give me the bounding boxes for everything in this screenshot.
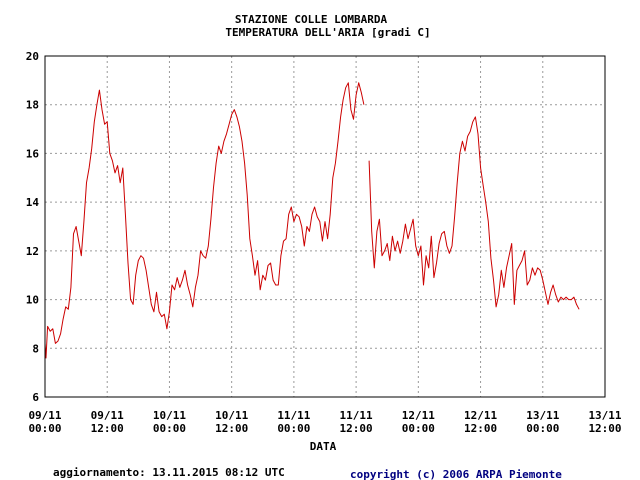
x-tick-date: 09/11 — [28, 409, 61, 422]
x-tick-date: 10/11 — [153, 409, 186, 422]
x-axis-label: DATA — [310, 440, 337, 453]
x-tick-date: 10/11 — [215, 409, 248, 422]
x-tick-date: 12/11 — [464, 409, 497, 422]
y-tick-label: 6 — [32, 391, 39, 404]
copyright-notice: copyright (c) 2006 ARPA Piemonte — [350, 468, 562, 480]
x-axis: 09/1100:0009/1112:0010/1100:0010/1112:00… — [28, 409, 621, 435]
x-tick-time: 12:00 — [91, 422, 124, 435]
chart-title: STAZIONE COLLE LOMBARDA — [235, 13, 388, 26]
y-tick-label: 8 — [32, 342, 39, 355]
plot-frame — [44, 55, 606, 398]
x-tick-date: 11/11 — [340, 409, 373, 422]
x-tick-date: 13/11 — [588, 409, 621, 422]
x-tick-date: 09/11 — [91, 409, 124, 422]
x-tick-time: 00:00 — [28, 422, 61, 435]
x-tick-date: 13/11 — [526, 409, 559, 422]
x-tick-time: 00:00 — [153, 422, 186, 435]
x-tick-time: 12:00 — [588, 422, 621, 435]
x-tick-date: 11/11 — [277, 409, 310, 422]
x-tick-date: 12/11 — [402, 409, 435, 422]
y-tick-label: 10 — [26, 294, 39, 307]
y-tick-label: 20 — [26, 50, 39, 63]
update-timestamp: aggiornamento: 13.11.2015 08:12 UTC — [53, 466, 285, 479]
y-tick-label: 14 — [26, 196, 40, 209]
x-tick-time: 12:00 — [464, 422, 497, 435]
y-tick-label: 12 — [26, 245, 39, 258]
x-tick-time: 00:00 — [277, 422, 310, 435]
x-tick-time: 00:00 — [526, 422, 559, 435]
temperature-line — [44, 82, 365, 359]
y-axis: 6 8 10 12 14 16 18 20 — [26, 50, 40, 404]
series-layer — [44, 82, 580, 359]
x-tick-time: 12:00 — [215, 422, 248, 435]
x-tick-time: 12:00 — [340, 422, 373, 435]
y-tick-label: 16 — [26, 147, 40, 160]
chart-subtitle: TEMPERATURA DELL'ARIA [gradi C] — [225, 26, 430, 39]
y-tick-label: 18 — [26, 99, 39, 112]
temperature-line — [368, 116, 580, 310]
grid — [45, 56, 605, 397]
x-tick-time: 00:00 — [402, 422, 435, 435]
